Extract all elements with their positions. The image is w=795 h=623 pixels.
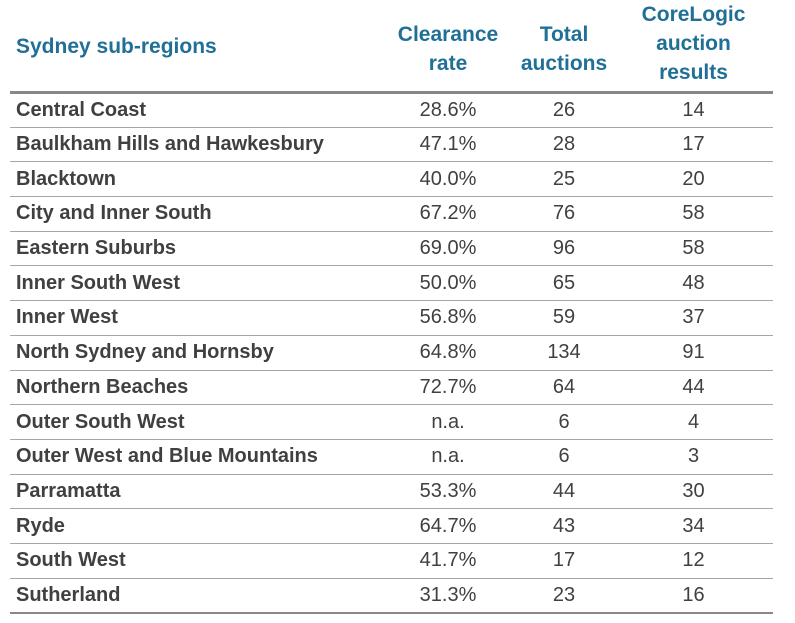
table-body: Central Coast 28.6% 26 14 Baulkham Hills and… [10, 92, 773, 614]
cell-region: Parramatta [10, 474, 382, 510]
cell-total-auctions: 44 [514, 474, 614, 510]
cell-corelogic-results: 37 [614, 300, 773, 336]
cell-clearance-rate: 47.1% [382, 127, 514, 163]
header-row: Sydney sub-regions Clearance rate Total … [10, 0, 773, 94]
table-row: Inner West 56.8% 59 37 [10, 300, 773, 336]
cell-total-auctions: 65 [514, 265, 614, 302]
table-header: Sydney sub-regions Clearance rate Total … [10, 0, 773, 94]
cell-total-auctions: 96 [514, 231, 614, 267]
header-total-auctions: Total auctions [514, 0, 614, 94]
cell-corelogic-results: 44 [614, 370, 773, 406]
header-corelogic-results: CoreLogic auction results [614, 0, 773, 94]
cell-region: Inner West [10, 300, 382, 336]
cell-corelogic-results: 58 [614, 196, 773, 232]
cell-total-auctions: 23 [514, 578, 614, 614]
cell-corelogic-results: 4 [614, 404, 773, 440]
table-row: Outer South West n.a. 6 4 [10, 404, 773, 440]
cell-region: Blacktown [10, 161, 382, 198]
cell-region: South West [10, 543, 382, 579]
cell-clearance-rate: 53.3% [382, 474, 514, 510]
cell-total-auctions: 25 [514, 161, 614, 198]
auction-results-table: Sydney sub-regions Clearance rate Total … [10, 0, 773, 614]
cell-total-auctions: 59 [514, 300, 614, 336]
table-row: Parramatta 53.3% 44 30 [10, 474, 773, 510]
cell-region: Eastern Suburbs [10, 231, 382, 267]
table-row: Inner South West 50.0% 65 48 [10, 265, 773, 302]
cell-corelogic-results: 20 [614, 161, 773, 198]
table-row: Blacktown 40.0% 25 20 [10, 161, 773, 198]
cell-clearance-rate: n.a. [382, 439, 514, 475]
cell-total-auctions: 76 [514, 196, 614, 232]
header-corelogic-line3: results [659, 61, 728, 84]
header-corelogic-line1: CoreLogic [641, 3, 746, 26]
cell-clearance-rate: 31.3% [382, 578, 514, 614]
header-clearance-rate-line2: rate [428, 52, 468, 75]
cell-total-auctions: 6 [514, 404, 614, 440]
table-row: Eastern Suburbs 69.0% 96 58 [10, 231, 773, 267]
cell-total-auctions: 64 [514, 370, 614, 406]
cell-clearance-rate: 64.7% [382, 508, 514, 544]
header-clearance-rate-line1: Clearance [397, 23, 499, 46]
table-row: Northern Beaches 72.7% 64 44 [10, 370, 773, 406]
header-corelogic-line2: auction [656, 32, 731, 55]
cell-region: Ryde [10, 508, 382, 544]
cell-total-auctions: 17 [514, 543, 614, 579]
cell-region: Sutherland [10, 578, 382, 614]
cell-clearance-rate: 50.0% [382, 265, 514, 302]
cell-region: City and Inner South [10, 196, 382, 232]
cell-clearance-rate: 72.7% [382, 370, 514, 406]
table-row: North Sydney and Hornsby 64.8% 134 91 [10, 335, 773, 371]
table-row: City and Inner South 67.2% 76 58 [10, 196, 773, 232]
cell-clearance-rate: 56.8% [382, 300, 514, 336]
cell-region: Outer South West [10, 404, 382, 440]
cell-clearance-rate: 40.0% [382, 161, 514, 198]
cell-corelogic-results: 17 [614, 127, 773, 163]
cell-corelogic-results: 16 [614, 578, 773, 614]
cell-total-auctions: 28 [514, 127, 614, 163]
cell-corelogic-results: 3 [614, 439, 773, 475]
cell-total-auctions: 6 [514, 439, 614, 475]
cell-clearance-rate: n.a. [382, 404, 514, 440]
cell-clearance-rate: 41.7% [382, 543, 514, 579]
cell-corelogic-results: 14 [614, 92, 773, 128]
cell-region: Outer West and Blue Mountains [10, 439, 382, 475]
cell-region: Inner South West [10, 265, 382, 302]
cell-clearance-rate: 67.2% [382, 196, 514, 232]
cell-corelogic-results: 34 [614, 508, 773, 544]
header-clearance-rate: Clearance rate [382, 0, 514, 94]
cell-total-auctions: 134 [514, 335, 614, 371]
cell-region: Baulkham Hills and Hawkesbury [10, 127, 382, 163]
cell-corelogic-results: 91 [614, 335, 773, 371]
cell-region: Northern Beaches [10, 370, 382, 406]
cell-corelogic-results: 58 [614, 231, 773, 267]
table-row: Ryde 64.7% 43 34 [10, 508, 773, 544]
cell-corelogic-results: 30 [614, 474, 773, 510]
header-total-auctions-line1: Total [539, 23, 589, 46]
cell-clearance-rate: 64.8% [382, 335, 514, 371]
cell-region: North Sydney and Hornsby [10, 335, 382, 371]
cell-total-auctions: 26 [514, 92, 614, 128]
table-row: Baulkham Hills and Hawkesbury 47.1% 28 17 [10, 127, 773, 163]
cell-total-auctions: 43 [514, 508, 614, 544]
cell-region: Central Coast [10, 92, 382, 128]
table-row: South West 41.7% 17 12 [10, 543, 773, 579]
header-total-auctions-line2: auctions [520, 52, 608, 75]
cell-corelogic-results: 48 [614, 265, 773, 302]
auction-results-table-container: Sydney sub-regions Clearance rate Total … [10, 0, 773, 614]
cell-clearance-rate: 69.0% [382, 231, 514, 267]
header-sub-regions: Sydney sub-regions [10, 0, 382, 94]
cell-corelogic-results: 12 [614, 543, 773, 579]
cell-clearance-rate: 28.6% [382, 92, 514, 128]
table-row: Central Coast 28.6% 26 14 [10, 92, 773, 128]
table-row: Sutherland 31.3% 23 16 [10, 578, 773, 614]
table-row: Outer West and Blue Mountains n.a. 6 3 [10, 439, 773, 475]
